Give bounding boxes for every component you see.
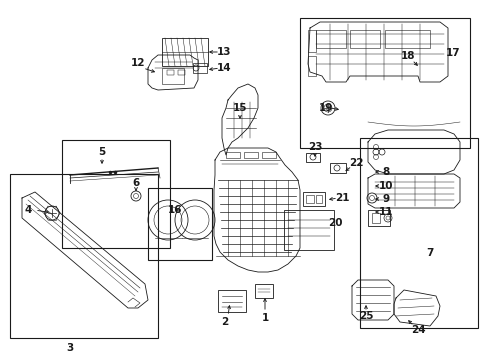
Text: 4: 4 <box>24 205 32 215</box>
Bar <box>371 213 379 223</box>
Text: 6: 6 <box>132 178 140 188</box>
Text: 19: 19 <box>318 103 332 113</box>
Text: 16: 16 <box>167 205 182 215</box>
Text: 2: 2 <box>221 317 228 327</box>
Bar <box>307 30 315 52</box>
Bar <box>254 284 272 298</box>
Bar <box>315 195 321 203</box>
Text: 5: 5 <box>98 147 105 157</box>
Bar <box>299 18 469 148</box>
Bar <box>193 63 206 73</box>
Text: 14: 14 <box>216 63 231 73</box>
Text: 17: 17 <box>445 48 459 58</box>
Bar <box>315 30 346 48</box>
Bar <box>10 174 158 338</box>
Bar <box>284 210 333 250</box>
Text: 9: 9 <box>382 194 389 204</box>
Text: 23: 23 <box>307 142 322 152</box>
Text: 20: 20 <box>327 218 342 228</box>
Text: 11: 11 <box>378 207 392 217</box>
Text: 22: 22 <box>348 158 363 168</box>
Text: 3: 3 <box>66 343 74 353</box>
Text: 10: 10 <box>378 181 392 191</box>
Bar <box>305 153 319 162</box>
Bar <box>303 192 325 206</box>
Bar <box>244 152 258 158</box>
Bar <box>218 290 245 312</box>
Bar <box>307 56 315 76</box>
Text: 21: 21 <box>334 193 348 203</box>
Bar <box>178 70 184 75</box>
Text: 1: 1 <box>261 313 268 323</box>
Text: 24: 24 <box>410 325 425 335</box>
Bar <box>349 30 379 48</box>
Text: 15: 15 <box>232 103 247 113</box>
Bar <box>329 163 346 173</box>
Bar <box>167 70 174 75</box>
Bar <box>384 30 429 48</box>
Bar <box>148 188 212 260</box>
Bar <box>162 38 207 66</box>
Bar <box>367 210 389 226</box>
Text: 12: 12 <box>130 58 145 68</box>
Text: 8: 8 <box>382 167 389 177</box>
Bar <box>162 68 183 84</box>
Bar <box>359 138 477 328</box>
Bar <box>305 195 313 203</box>
Text: 18: 18 <box>400 51 414 61</box>
Bar <box>62 140 170 248</box>
Text: 13: 13 <box>216 47 231 57</box>
Bar <box>262 152 275 158</box>
Bar <box>225 152 240 158</box>
Text: 7: 7 <box>426 248 433 258</box>
Text: 25: 25 <box>358 311 372 321</box>
